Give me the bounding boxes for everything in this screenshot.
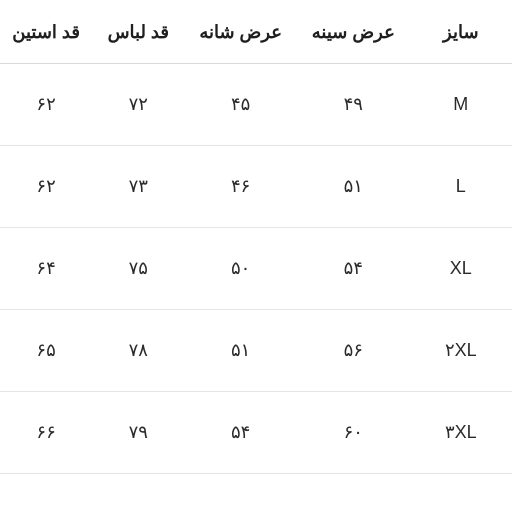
col-header-sleeve: قد استین: [0, 0, 92, 64]
col-header-shoulder: عرض شانه: [184, 0, 297, 64]
cell-sleeve: ۶۵: [0, 310, 92, 392]
cell-shoulder: ۵۰: [184, 228, 297, 310]
table-row: XL ۵۴ ۵۰ ۷۵ ۶۴: [0, 228, 512, 310]
cell-sleeve: ۶۲: [0, 64, 92, 146]
table-row: M ۴۹ ۴۵ ۷۲ ۶۲: [0, 64, 512, 146]
cell-shoulder: ۵۱: [184, 310, 297, 392]
size-table-container: سایز عرض سینه عرض شانه قد لباس قد استین …: [0, 0, 512, 512]
table-row: ۲XL ۵۶ ۵۱ ۷۸ ۶۵: [0, 310, 512, 392]
cell-sleeve: ۶۴: [0, 228, 92, 310]
cell-chest: ۵۴: [297, 228, 410, 310]
cell-chest: ۵۱: [297, 146, 410, 228]
cell-shoulder: ۴۶: [184, 146, 297, 228]
cell-shoulder: ۴۵: [184, 64, 297, 146]
cell-length: ۷۵: [92, 228, 184, 310]
cell-sleeve: ۶۲: [0, 146, 92, 228]
cell-size: ۲XL: [410, 310, 512, 392]
table-row: ۳XL ۶۰ ۵۴ ۷۹ ۶۶: [0, 392, 512, 474]
cell-size: ۳XL: [410, 392, 512, 474]
cell-size: XL: [410, 228, 512, 310]
cell-chest: ۴۹: [297, 64, 410, 146]
cell-chest: ۶۰: [297, 392, 410, 474]
cell-size: L: [410, 146, 512, 228]
size-table: سایز عرض سینه عرض شانه قد لباس قد استین …: [0, 0, 512, 474]
cell-chest: ۵۶: [297, 310, 410, 392]
table-row: L ۵۱ ۴۶ ۷۳ ۶۲: [0, 146, 512, 228]
col-header-chest: عرض سینه: [297, 0, 410, 64]
cell-sleeve: ۶۶: [0, 392, 92, 474]
cell-length: ۷۲: [92, 64, 184, 146]
cell-size: M: [410, 64, 512, 146]
cell-shoulder: ۵۴: [184, 392, 297, 474]
cell-length: ۷۹: [92, 392, 184, 474]
table-header-row: سایز عرض سینه عرض شانه قد لباس قد استین: [0, 0, 512, 64]
col-header-length: قد لباس: [92, 0, 184, 64]
cell-length: ۷۳: [92, 146, 184, 228]
col-header-size: سایز: [410, 0, 512, 64]
cell-length: ۷۸: [92, 310, 184, 392]
